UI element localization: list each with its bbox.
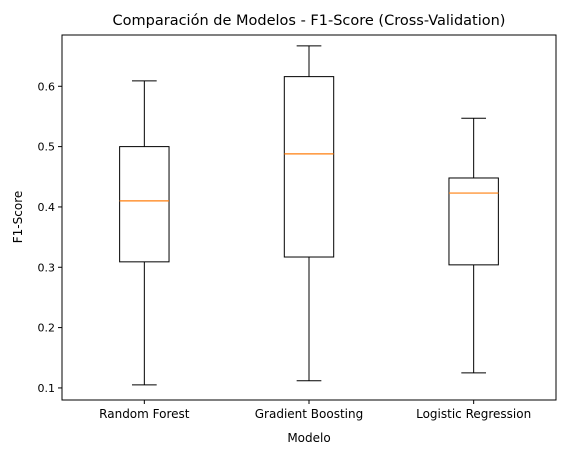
iqr-box [283,76,335,258]
y-tick-label: 0.3 [38,261,56,274]
box-series [119,45,499,386]
y-tick-label: 0.6 [38,80,56,93]
y-tick-label: 0.2 [38,322,56,335]
x-tick-label: Random Forest [99,407,190,421]
x-tick-label: Gradient Boosting [255,407,363,421]
y-tick-label: 0.1 [38,382,56,395]
box-0 [119,80,170,386]
y-tick-label: 0.4 [38,201,56,214]
x-axis-ticks: Random Forest Gradient Boosting Logistic R… [99,400,531,421]
iqr-box [119,146,170,263]
y-axis-ticks: 0.1 0.2 0.3 0.4 0.5 0.6 [38,80,62,395]
iqr-box [448,177,499,266]
y-tick-label: 0.5 [38,141,56,154]
box-2 [448,117,499,374]
x-tick-label: Logistic Regression [416,407,531,421]
box-1 [283,45,335,382]
x-axis-label: Modelo [287,431,330,445]
y-axis-label: F1-Score [11,191,25,243]
chart-title: Comparación de Modelos - F1-Score (Cross… [113,13,506,29]
